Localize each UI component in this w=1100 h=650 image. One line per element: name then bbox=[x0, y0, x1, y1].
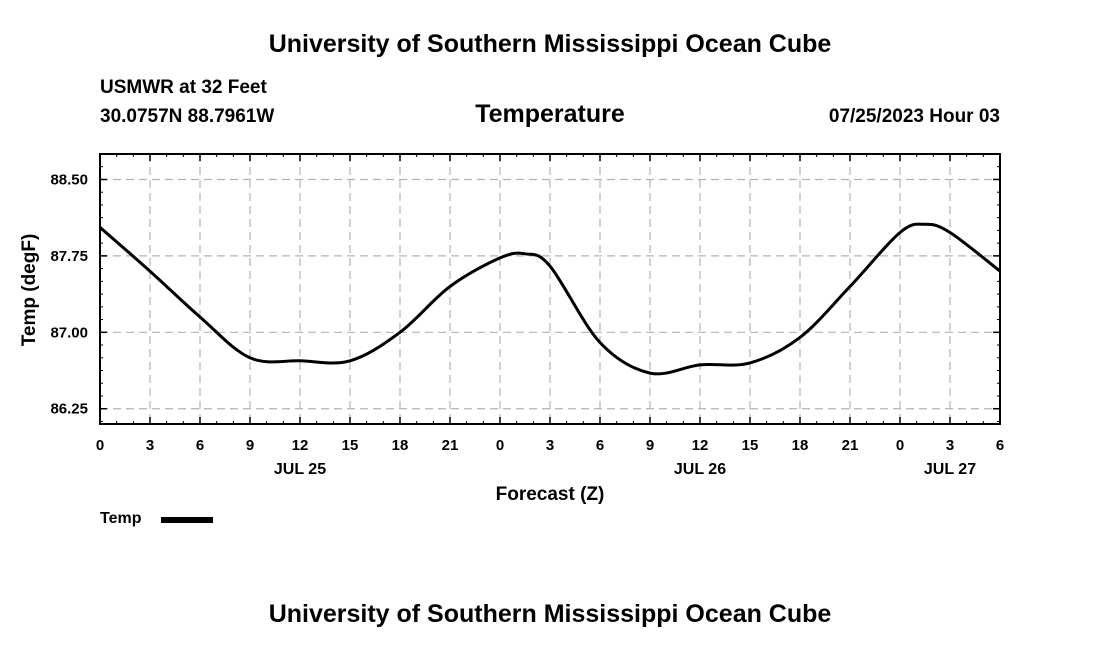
datetime-label: 07/25/2023 Hour 03 bbox=[828, 106, 1000, 127]
date-label: JUL 27 bbox=[924, 461, 976, 478]
x-tick-label: 3 bbox=[946, 437, 954, 454]
legend-swatch bbox=[161, 517, 213, 523]
station-label: USMWR at 32 Feet bbox=[100, 77, 267, 98]
x-tick-label: 6 bbox=[196, 437, 204, 454]
chart-title: Temperature bbox=[475, 100, 625, 128]
y-tick-label: 87.00 bbox=[50, 324, 88, 341]
y-tick-label: 86.25 bbox=[50, 401, 88, 418]
series-line-temp bbox=[99, 222, 1001, 376]
date-label: JUL 26 bbox=[674, 461, 726, 478]
ticks: 0 3 6 9 12 15 18 21 0 3 6 9 12 15 18 21 0 3 6 JUL 25 JUL 26 J… bbox=[50, 154, 1004, 478]
x-axis-label: Forecast (Z) bbox=[496, 484, 605, 505]
y-axis-label: Temp (degF) bbox=[19, 234, 40, 347]
x-tick-label: 3 bbox=[546, 437, 554, 454]
x-tick-label: 21 bbox=[842, 437, 859, 454]
x-tick-label: 6 bbox=[596, 437, 604, 454]
y-tick-label: 88.50 bbox=[50, 171, 88, 188]
x-tick-label: 0 bbox=[496, 437, 504, 454]
x-tick-label: 18 bbox=[792, 437, 809, 454]
x-tick-label: 15 bbox=[742, 437, 759, 454]
x-tick-label: 0 bbox=[96, 437, 104, 454]
footer-title: University of Southern Mississippi Ocean… bbox=[268, 600, 832, 628]
legend-label: Temp bbox=[100, 510, 142, 527]
grid bbox=[100, 154, 1000, 424]
x-tick-label: 12 bbox=[692, 437, 709, 454]
x-tick-label: 21 bbox=[442, 437, 459, 454]
y-tick-label: 87.75 bbox=[50, 248, 88, 265]
x-tick-label: 0 bbox=[896, 437, 904, 454]
x-tick-label: 3 bbox=[146, 437, 154, 454]
x-tick-label: 9 bbox=[646, 437, 654, 454]
header-title: University of Southern Mississippi Ocean… bbox=[268, 30, 832, 58]
x-tick-label: 6 bbox=[996, 437, 1004, 454]
x-tick-label: 15 bbox=[342, 437, 359, 454]
x-tick-label: 12 bbox=[292, 437, 309, 454]
date-label: JUL 25 bbox=[274, 461, 326, 478]
x-tick-label: 18 bbox=[392, 437, 409, 454]
x-tick-label: 9 bbox=[246, 437, 254, 454]
series-layer bbox=[99, 222, 1001, 376]
coordinates-label: 30.0757N 88.7961W bbox=[100, 106, 275, 127]
